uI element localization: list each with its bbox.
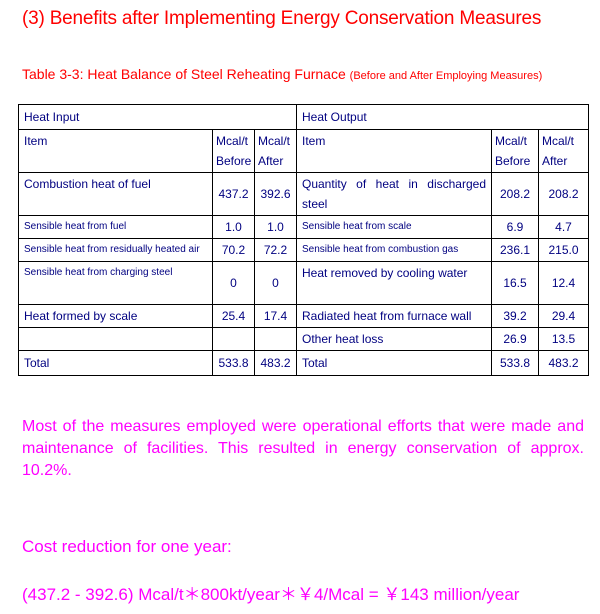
output-item: Heat removed by cooling water (296, 261, 492, 305)
input-after-value: 17.4 (254, 304, 297, 328)
input-before-value: 1.0 (212, 215, 255, 239)
output-before-value: 208.2 (491, 172, 539, 216)
table-row: Sensible heat from charging steel 0 0 He… (18, 261, 590, 305)
output-item: Sensible heat from combustion gas (296, 238, 492, 262)
output-item: Other heat loss (296, 327, 492, 351)
output-before-header: Mcal/t Before (491, 129, 539, 173)
output-after-value: 208.2 (537, 172, 590, 216)
output-before-value: 236.1 (491, 238, 539, 262)
output-after-value: 12.4 (537, 261, 590, 305)
table-row: Sensible heat from residually heated air… (18, 238, 590, 262)
output-item: Quantity of heat in discharged steel (296, 172, 492, 216)
table-row: Combustion heat of fuel 437.2 392.6 Quan… (18, 172, 590, 216)
output-item: Radiated heat from furnace wall (296, 304, 492, 328)
table-row: Heat formed by scale 25.4 17.4 Radiated … (18, 304, 590, 328)
input-before-value: 437.2 (212, 172, 255, 216)
input-after-value: 0 (254, 261, 297, 305)
input-after-header: Mcal/t After (254, 129, 297, 173)
table-row: Other heat loss 26.9 13.5 (18, 327, 590, 351)
output-after-header: Mcal/t After (537, 129, 590, 173)
table-caption: Table 3-3: Heat Balance of Steel Reheati… (22, 64, 582, 86)
output-after-value: 29.4 (537, 304, 590, 328)
input-after-value: 392.6 (254, 172, 297, 216)
input-before-value: 25.4 (212, 304, 255, 328)
output-item: Sensible heat from scale (296, 215, 492, 239)
page-title: (3) Benefits after Implementing Energy C… (22, 8, 542, 29)
output-total-after: 483.2 (537, 350, 590, 376)
table-caption-sub: (Before and After Employing Measures) (349, 70, 543, 82)
output-total-label: Total (296, 350, 492, 376)
input-after-value: 1.0 (254, 215, 297, 239)
input-before-value (212, 327, 255, 351)
input-total-after: 483.2 (254, 350, 297, 376)
input-total-before: 533.8 (212, 350, 255, 376)
input-after-value (254, 327, 297, 351)
input-item: Combustion heat of fuel (18, 172, 213, 216)
table-caption-main: Table 3-3: Heat Balance of Steel Reheati… (22, 66, 350, 82)
input-before-value: 70.2 (212, 238, 255, 262)
column-header-row: Item Mcal/t Before Mcal/t After Item Mcal/… (18, 129, 590, 173)
input-item: Sensible heat from charging steel (18, 261, 213, 305)
input-item (18, 327, 213, 351)
cost-reduction-label: Cost reduction for one year: (22, 537, 232, 556)
table-row: Sensible heat from fuel 1.0 1.0 Sensible… (18, 215, 590, 239)
output-after-value: 215.0 (537, 238, 590, 262)
heat-input-header: Heat Input (18, 104, 297, 130)
input-total-label: Total (18, 350, 213, 376)
output-before-value: 26.9 (491, 327, 539, 351)
output-before-value: 16.5 (491, 261, 539, 305)
input-item: Sensible heat from residually heated air (18, 238, 213, 262)
input-item: Sensible heat from fuel (18, 215, 213, 239)
input-item: Heat formed by scale (18, 304, 213, 328)
output-after-value: 4.7 (537, 215, 590, 239)
input-after-value: 72.2 (254, 238, 297, 262)
output-total-before: 533.8 (491, 350, 539, 376)
output-item-header: Item (296, 129, 492, 173)
summary-paragraph: Most of the measures employed were opera… (22, 418, 584, 479)
input-item-header: Item (18, 129, 213, 173)
output-before-value: 6.9 (491, 215, 539, 239)
input-before-header: Mcal/t Before (212, 129, 255, 173)
input-before-value: 0 (212, 261, 255, 305)
heat-output-header: Heat Output (295, 104, 590, 130)
cost-formula: (437.2 - 392.6) Mcal/t＊800kt/year＊￥4/Mca… (22, 585, 520, 604)
output-after-value: 13.5 (537, 327, 590, 351)
total-row: Total 533.8 483.2 Total 533.8 483.2 (18, 350, 590, 376)
heat-balance-table: Heat Input Heat Output Item Mcal/t Before… (18, 104, 590, 376)
section-header-row: Heat Input Heat Output (18, 104, 590, 130)
output-before-value: 39.2 (491, 304, 539, 328)
